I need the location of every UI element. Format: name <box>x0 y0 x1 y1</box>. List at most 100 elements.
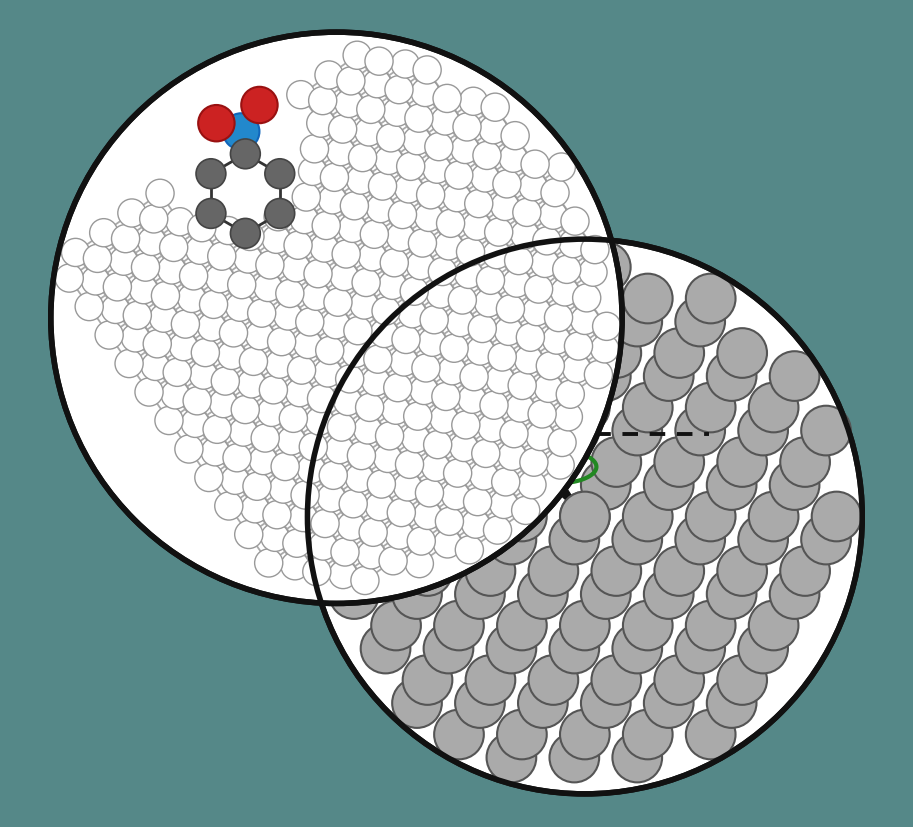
Circle shape <box>186 237 214 265</box>
Circle shape <box>686 601 736 651</box>
Circle shape <box>81 267 110 295</box>
Circle shape <box>544 304 572 332</box>
Circle shape <box>241 88 278 124</box>
Circle shape <box>188 214 215 242</box>
Circle shape <box>475 289 503 318</box>
Circle shape <box>288 356 316 385</box>
Circle shape <box>623 383 673 433</box>
Circle shape <box>462 510 489 538</box>
Circle shape <box>123 302 152 330</box>
Circle shape <box>686 275 736 324</box>
Circle shape <box>739 624 788 673</box>
Circle shape <box>372 492 421 542</box>
Circle shape <box>276 280 304 308</box>
Circle shape <box>75 293 103 321</box>
Circle shape <box>265 160 295 189</box>
Circle shape <box>400 278 428 306</box>
Circle shape <box>572 284 601 313</box>
Circle shape <box>770 461 820 510</box>
Circle shape <box>283 529 311 557</box>
Circle shape <box>237 370 266 399</box>
Circle shape <box>448 287 477 315</box>
Circle shape <box>331 538 359 566</box>
Circle shape <box>341 340 370 368</box>
Circle shape <box>196 199 226 229</box>
Circle shape <box>428 258 456 286</box>
Circle shape <box>143 330 172 358</box>
Circle shape <box>194 464 223 492</box>
Circle shape <box>110 248 138 276</box>
Circle shape <box>383 374 412 402</box>
Circle shape <box>320 461 347 490</box>
Circle shape <box>395 451 424 479</box>
Circle shape <box>289 504 317 532</box>
Circle shape <box>526 423 554 451</box>
Circle shape <box>51 33 622 604</box>
Circle shape <box>676 406 725 456</box>
Circle shape <box>329 561 357 589</box>
Circle shape <box>308 385 336 414</box>
Circle shape <box>287 82 315 110</box>
Circle shape <box>227 271 256 299</box>
Circle shape <box>493 170 521 198</box>
Circle shape <box>613 733 662 782</box>
Circle shape <box>467 337 495 366</box>
Circle shape <box>443 184 471 213</box>
Circle shape <box>581 243 631 293</box>
Circle shape <box>257 399 286 427</box>
Circle shape <box>337 513 365 541</box>
Circle shape <box>278 428 306 456</box>
Polygon shape <box>514 447 585 517</box>
Circle shape <box>365 493 394 521</box>
Circle shape <box>403 329 452 379</box>
Circle shape <box>524 275 552 304</box>
Circle shape <box>434 530 462 558</box>
Circle shape <box>361 624 410 673</box>
Circle shape <box>686 383 736 433</box>
Circle shape <box>466 655 515 705</box>
Circle shape <box>592 547 641 596</box>
Circle shape <box>385 76 413 104</box>
Circle shape <box>412 355 440 383</box>
Circle shape <box>532 227 561 256</box>
Circle shape <box>480 392 508 420</box>
Circle shape <box>405 550 434 578</box>
Circle shape <box>350 292 378 320</box>
Circle shape <box>55 265 83 293</box>
Circle shape <box>211 367 239 395</box>
Circle shape <box>459 88 488 117</box>
Circle shape <box>707 461 757 510</box>
Circle shape <box>265 199 295 229</box>
Circle shape <box>377 125 404 153</box>
Circle shape <box>160 234 188 262</box>
Circle shape <box>319 187 347 215</box>
Circle shape <box>718 329 767 379</box>
Circle shape <box>300 136 329 164</box>
Circle shape <box>623 492 673 542</box>
Circle shape <box>571 307 599 335</box>
Circle shape <box>546 452 574 480</box>
Circle shape <box>388 201 416 229</box>
Circle shape <box>279 404 308 433</box>
Circle shape <box>402 425 430 453</box>
Circle shape <box>229 418 257 447</box>
Circle shape <box>341 193 369 221</box>
Circle shape <box>511 497 540 525</box>
Circle shape <box>517 324 544 352</box>
Circle shape <box>455 261 483 289</box>
Circle shape <box>551 279 579 307</box>
Circle shape <box>435 232 463 261</box>
Circle shape <box>468 315 497 343</box>
Circle shape <box>488 343 516 371</box>
Circle shape <box>351 566 379 595</box>
Circle shape <box>271 453 299 481</box>
Circle shape <box>556 380 584 409</box>
Circle shape <box>561 208 589 236</box>
Circle shape <box>403 127 431 155</box>
Circle shape <box>464 488 491 516</box>
Circle shape <box>130 276 158 304</box>
Circle shape <box>451 136 479 165</box>
Circle shape <box>560 492 610 542</box>
Circle shape <box>162 381 189 409</box>
Circle shape <box>152 282 180 310</box>
